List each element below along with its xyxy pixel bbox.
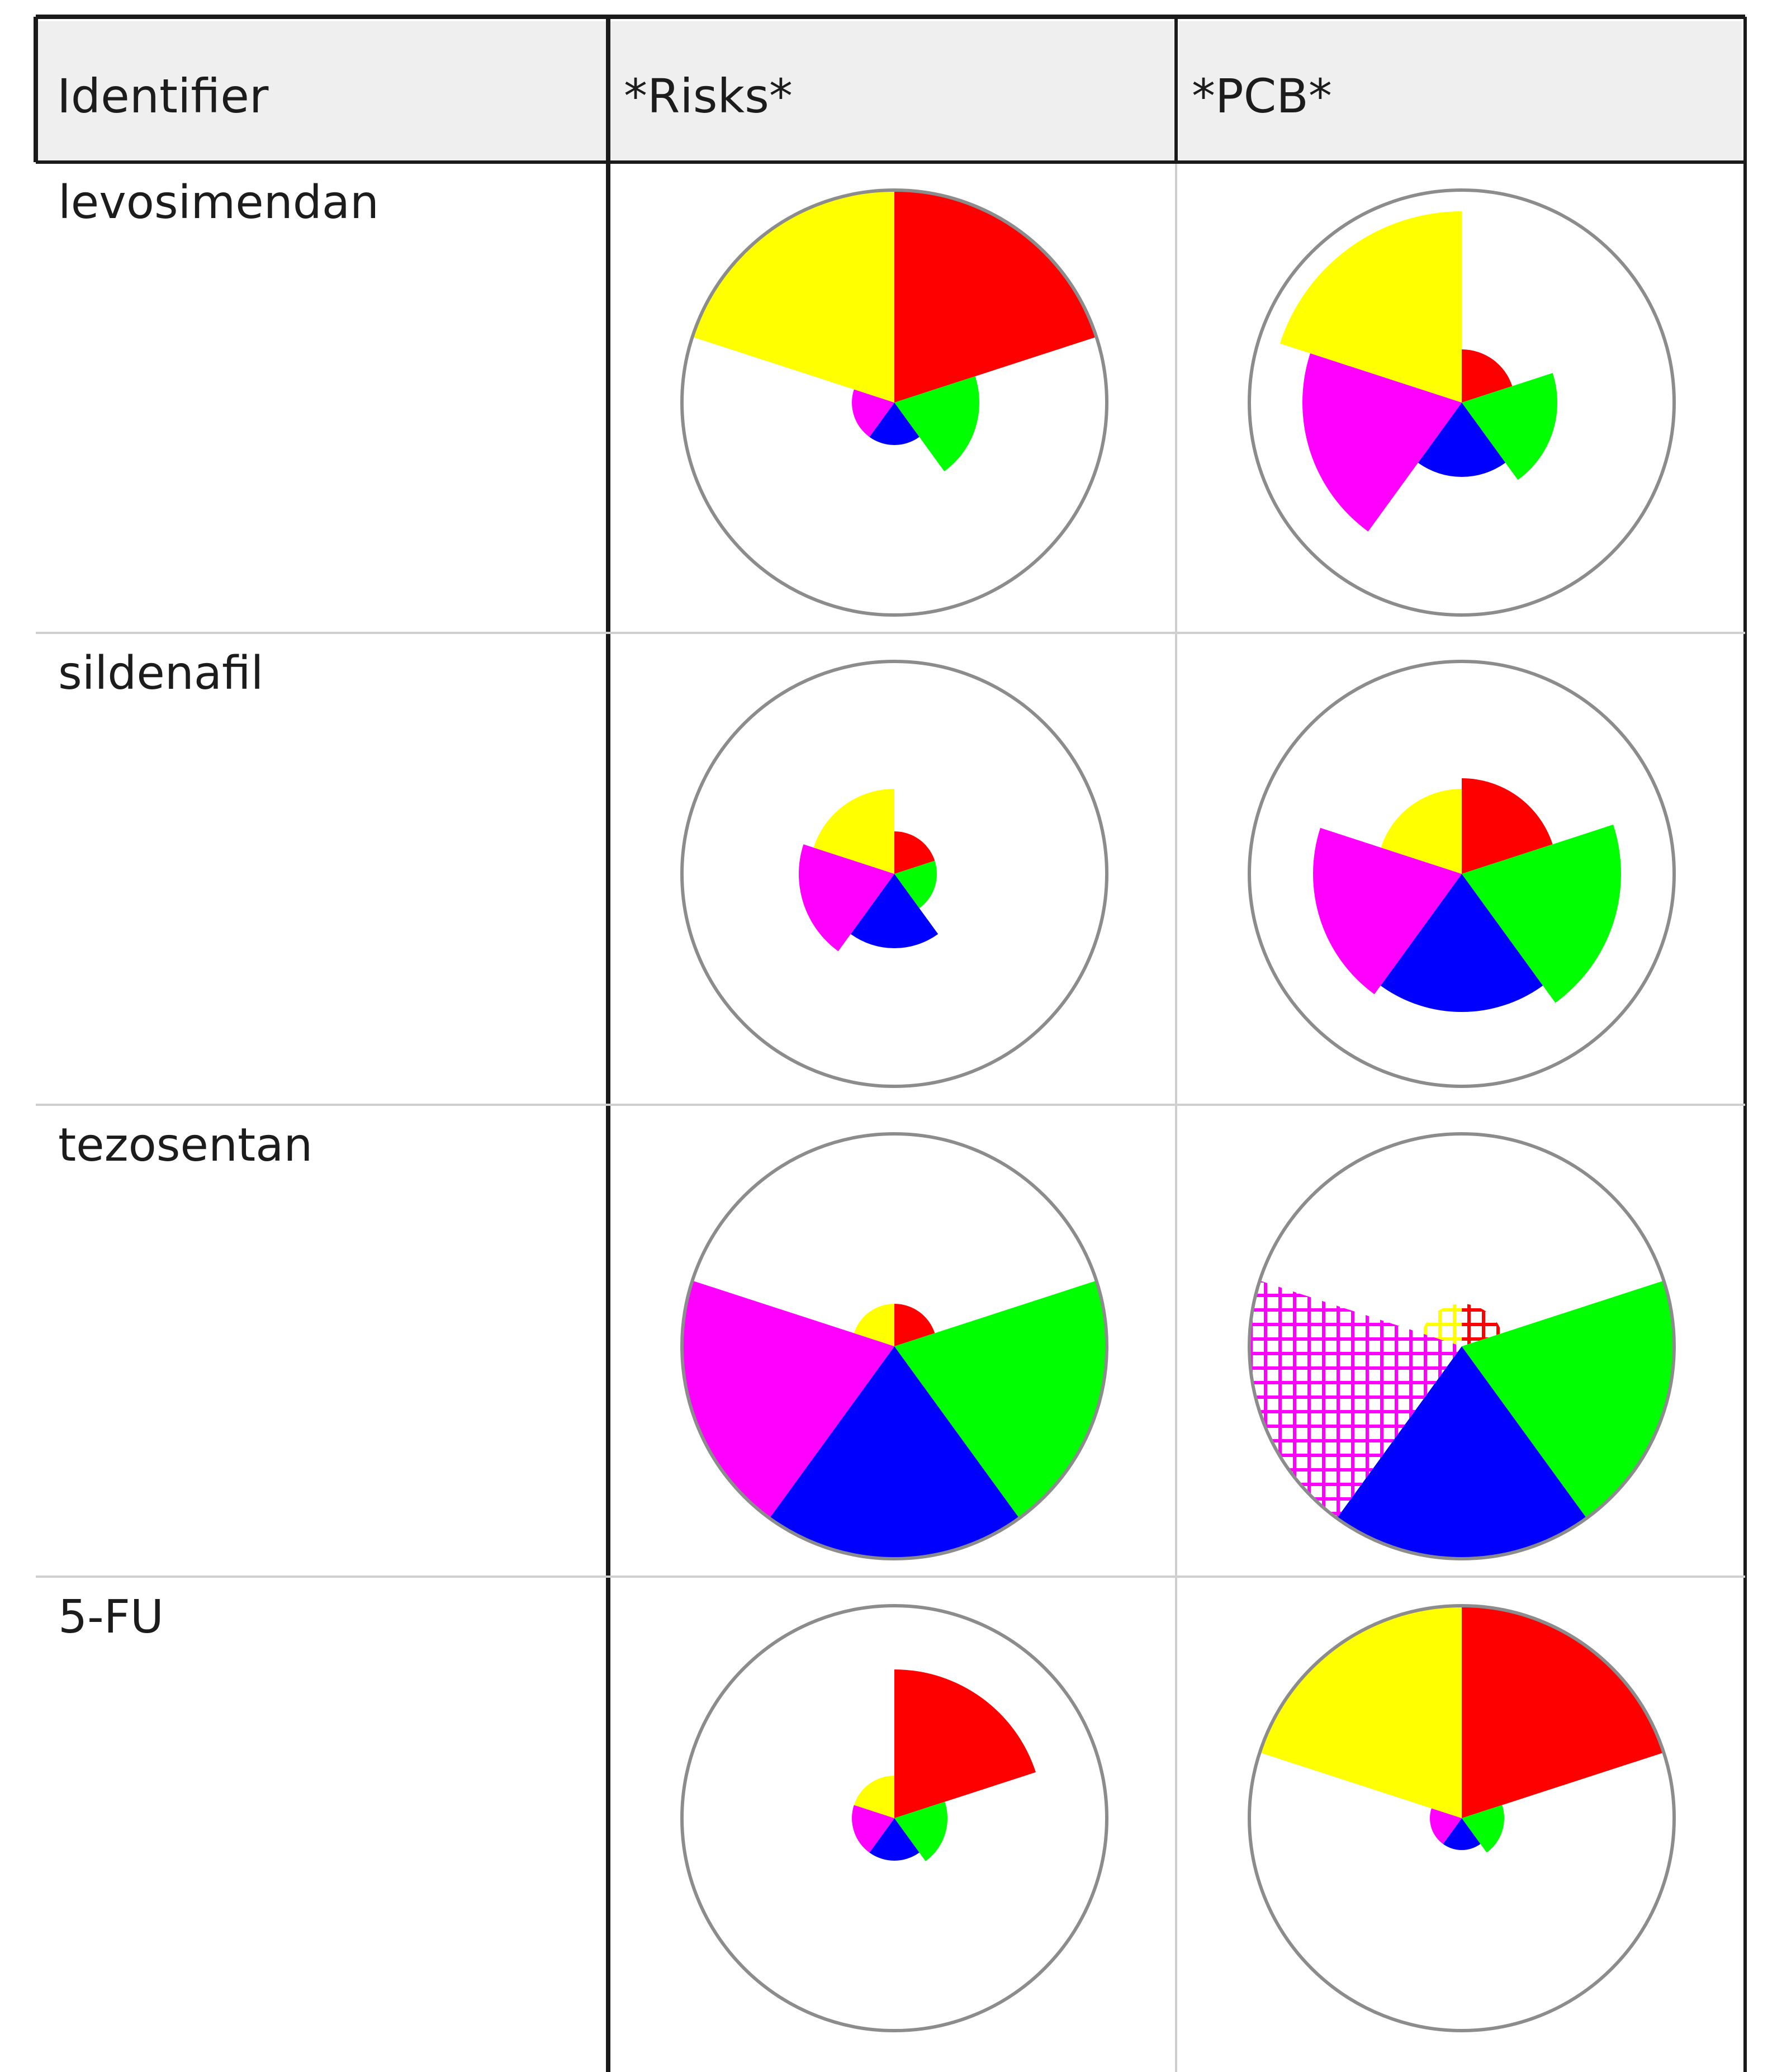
- row-label-levosimendan: levosimendan: [58, 176, 379, 229]
- segment-blue: [1443, 1818, 1481, 1850]
- outer-circle: [680, 1132, 1108, 1560]
- segment-yellow: [854, 1304, 894, 1346]
- chart-sildenafil-risks: [680, 660, 1108, 1088]
- segment-yellow: [1259, 1606, 1462, 1818]
- segment-red: [1462, 1606, 1664, 1818]
- segment-blue: [1418, 403, 1506, 477]
- segment-yellow: [854, 1776, 894, 1818]
- segment-magenta: [1249, 1280, 1462, 1518]
- segment-yellow: [1381, 789, 1462, 874]
- segment-green: [1462, 1280, 1675, 1518]
- row-label-tezosentan: tezosentan: [58, 1119, 313, 1172]
- chart-levosimendan-risks: [680, 188, 1108, 617]
- header-cell-risks: [610, 21, 1174, 161]
- segment-red: [1462, 349, 1513, 403]
- chart-levosimendan-pcb: [1248, 188, 1676, 617]
- segment-red: [894, 190, 1097, 403]
- segment-red: [894, 831, 935, 874]
- segment-yellow: [1421, 1304, 1462, 1346]
- segment-green: [1462, 373, 1557, 480]
- segment-red: [1462, 1304, 1503, 1346]
- outer-circle: [680, 660, 1108, 1088]
- segment-red: [1462, 778, 1553, 874]
- chart-5-fu-pcb: [1248, 1604, 1676, 2032]
- segment-blue: [769, 1346, 1020, 1559]
- outer-circle: [1248, 188, 1676, 617]
- outer-circle: [1248, 660, 1676, 1088]
- segment-green: [894, 1280, 1107, 1518]
- segment-magenta: [1313, 827, 1462, 995]
- segment-red: [894, 1669, 1036, 1818]
- header-cell-pcb: [1178, 21, 1742, 161]
- outer-circle: [680, 1604, 1108, 2032]
- segment-magenta: [1302, 353, 1462, 532]
- header-risks: *Risks*: [624, 69, 793, 124]
- header-pcb: *PCB*: [1192, 69, 1332, 124]
- outer-circle: [680, 188, 1108, 617]
- chart-sildenafil-pcb: [1248, 660, 1676, 1088]
- segment-yellow: [1280, 211, 1462, 403]
- segment-green: [1462, 1805, 1505, 1853]
- segment-red: [894, 1304, 935, 1346]
- segment-magenta: [851, 389, 894, 437]
- segment-green: [1462, 824, 1621, 1003]
- segment-blue: [1337, 1346, 1587, 1559]
- row-label-sildenafil: sildenafil: [58, 647, 264, 700]
- outer-circle: [1248, 1604, 1676, 2032]
- segment-green: [894, 860, 937, 909]
- segment-blue: [869, 403, 920, 446]
- segment-green: [894, 376, 979, 471]
- segment-magenta: [1430, 1808, 1462, 1844]
- segment-yellow: [813, 789, 894, 874]
- chart-tezosentan-risks: [680, 1132, 1108, 1560]
- segment-magenta: [851, 1805, 894, 1853]
- chart-5-fu-risks: [680, 1604, 1108, 2032]
- segment-magenta: [799, 844, 894, 952]
- header-identifier: Identifier: [57, 69, 269, 124]
- segment-magenta: [681, 1280, 894, 1518]
- segment-blue: [850, 874, 939, 949]
- segment-blue: [1380, 874, 1543, 1013]
- row-label-5-fu: 5-FU: [58, 1591, 164, 1644]
- chart-tezosentan-pcb: [1248, 1132, 1676, 1560]
- segment-yellow: [692, 190, 894, 403]
- outer-circle: [1248, 1132, 1676, 1560]
- segment-green: [894, 1801, 948, 1861]
- segment-blue: [869, 1818, 920, 1861]
- header-cell-identifier: [36, 21, 606, 161]
